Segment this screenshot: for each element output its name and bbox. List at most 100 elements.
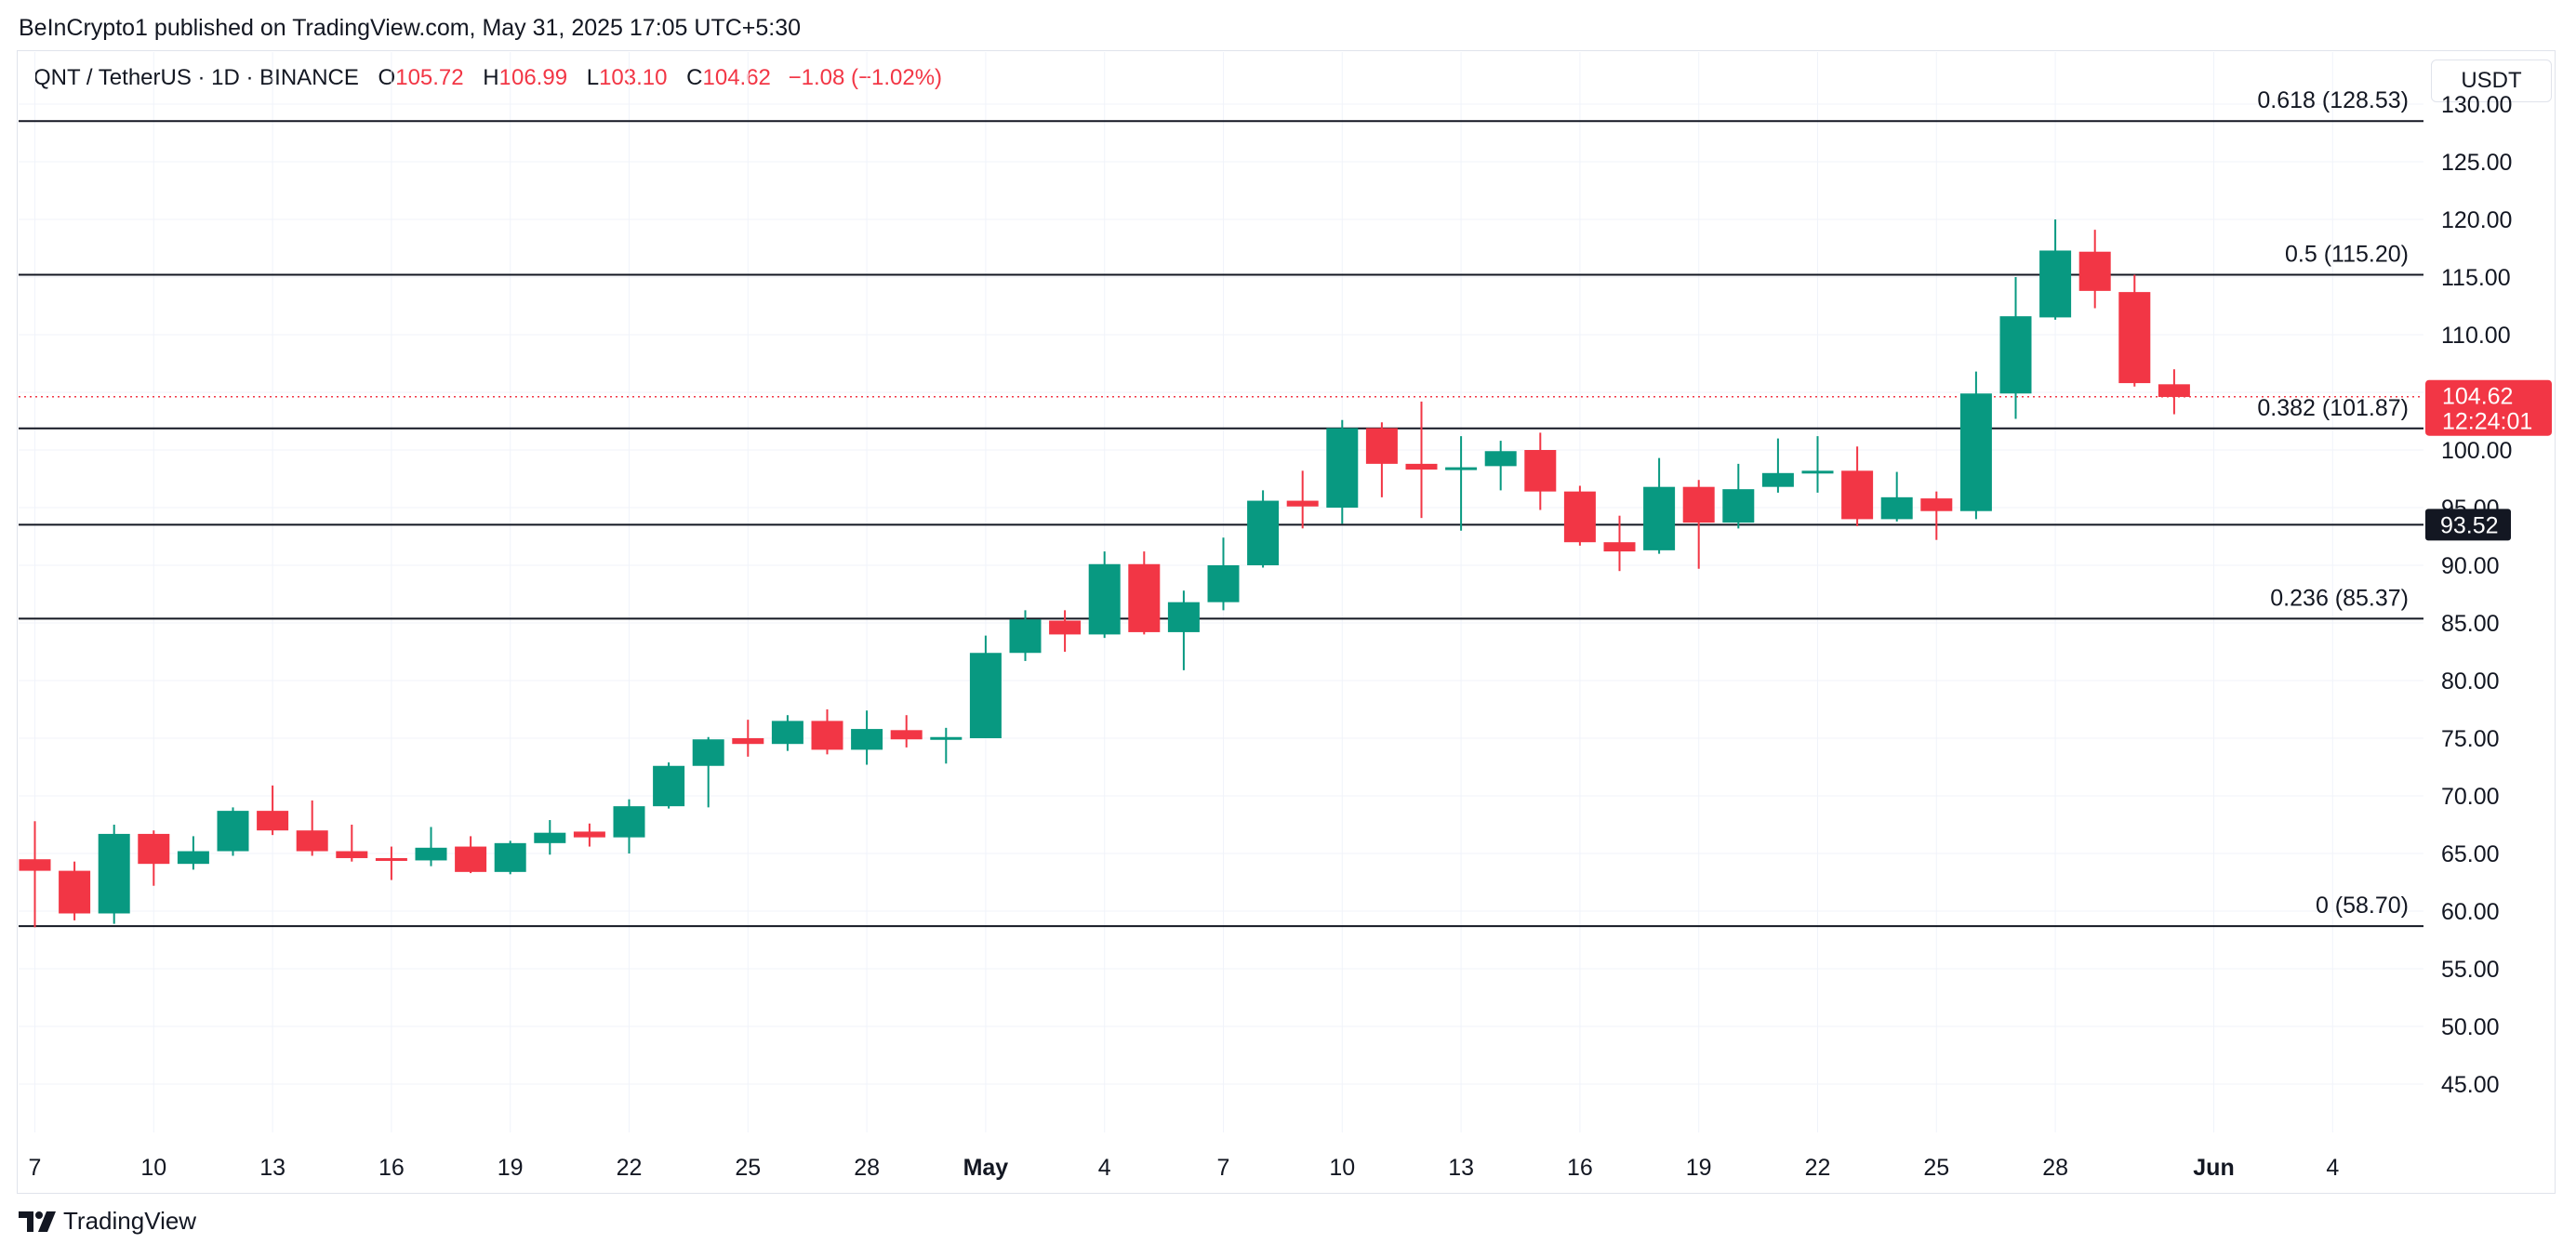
price-tick-label: 75.00 bbox=[2441, 726, 2500, 752]
candle-body bbox=[1207, 565, 1240, 602]
candle-body bbox=[1247, 500, 1280, 565]
time-tick-label: 10 bbox=[1329, 1155, 1355, 1181]
time-tick-label: 19 bbox=[1686, 1155, 1712, 1181]
candle-body bbox=[1841, 470, 1874, 520]
candle-body bbox=[1484, 451, 1517, 467]
time-axis[interactable]: 7 10 13 16 19 22 25 28 May 4 7 10 13 16 19 22 25 28 Jun 4 bbox=[29, 1155, 2340, 1181]
price-tick-label: 45.00 bbox=[2441, 1072, 2500, 1098]
candle-body bbox=[2158, 384, 2190, 397]
fib-level-label: 0 (58.70) bbox=[2316, 893, 2409, 919]
candle-body bbox=[1088, 563, 1121, 635]
candle-body bbox=[1920, 498, 1953, 511]
candle-body bbox=[494, 842, 526, 872]
candle-body bbox=[732, 738, 764, 745]
fib-level-label: 0.5 (115.20) bbox=[2285, 242, 2409, 268]
candle-body bbox=[1326, 428, 1359, 508]
time-tick-label: 16 bbox=[1567, 1155, 1593, 1181]
candle-body bbox=[1603, 542, 1636, 552]
price-tick-label: 115.00 bbox=[2441, 265, 2511, 291]
tradingview-logo-text: TradingView bbox=[63, 1207, 197, 1235]
last-price-label: 104.62 bbox=[2442, 384, 2513, 410]
support-price-badge bbox=[2425, 509, 2511, 541]
candle-body bbox=[2118, 292, 2151, 384]
time-tick-label: 22 bbox=[1805, 1155, 1831, 1181]
candle-body bbox=[1049, 620, 1082, 635]
time-tick-label: 4 bbox=[2326, 1155, 2339, 1181]
price-tick-label: 65.00 bbox=[2441, 841, 2500, 867]
candle-body bbox=[217, 811, 249, 852]
time-tick-label: 7 bbox=[29, 1155, 42, 1181]
attribution-text: BeInCrypto1 published on TradingView.com… bbox=[19, 15, 802, 41]
price-tick-label: 100.00 bbox=[2441, 438, 2512, 464]
candle-body bbox=[1682, 486, 1715, 523]
price-tick-label: 70.00 bbox=[2441, 784, 2500, 810]
time-tick-label: May bbox=[963, 1155, 1009, 1181]
candle-body bbox=[573, 831, 605, 838]
price-tick-label: 80.00 bbox=[2441, 668, 2500, 695]
candle-body bbox=[811, 721, 843, 750]
time-tick-label: 28 bbox=[854, 1155, 880, 1181]
candle-body bbox=[771, 721, 803, 745]
symbol-title[interactable]: QNT / TetherUS · 1D · BINANCE bbox=[33, 65, 359, 90]
change-value: −1.08 (−1.02%) bbox=[788, 65, 943, 90]
low-value: 103.10 bbox=[599, 65, 668, 90]
candle-body bbox=[653, 765, 685, 807]
candle-body bbox=[851, 729, 883, 750]
currency-button[interactable]: USDT bbox=[2431, 60, 2552, 102]
countdown-label: 12:24:01 bbox=[2442, 409, 2532, 435]
time-tick-label: 19 bbox=[498, 1155, 524, 1181]
candle-body bbox=[375, 857, 407, 861]
candle-body bbox=[257, 811, 289, 831]
price-tick-label: 110.00 bbox=[2441, 323, 2511, 349]
candle-body bbox=[1801, 470, 1834, 474]
candle-body bbox=[1286, 500, 1319, 507]
last-price-badge bbox=[2425, 379, 2552, 436]
candle-body bbox=[1959, 393, 1992, 511]
candles bbox=[19, 219, 2190, 928]
price-tick-label: 120.00 bbox=[2441, 207, 2512, 233]
candle-body bbox=[534, 832, 566, 843]
candle-body bbox=[613, 806, 645, 838]
candle-body bbox=[415, 847, 447, 861]
candle-body bbox=[1563, 491, 1596, 543]
chart-frame bbox=[17, 50, 2556, 1194]
time-tick-label: 13 bbox=[1448, 1155, 1474, 1181]
tradingview-logo-icon bbox=[19, 1211, 56, 1232]
time-tick-label: 4 bbox=[1098, 1155, 1111, 1181]
fibonacci-levels: 0.618 (128.53) 0.5 (115.20) 0.382 (101.87)… bbox=[19, 87, 2423, 928]
candle-body bbox=[138, 833, 170, 865]
candle-body bbox=[19, 859, 51, 871]
candle-body bbox=[1365, 428, 1398, 464]
time-tick-label: 7 bbox=[1217, 1155, 1230, 1181]
price-tick-label: 90.00 bbox=[2441, 553, 2500, 579]
low-label: L bbox=[586, 65, 600, 90]
price-tick-label: 130.00 bbox=[2441, 92, 2512, 118]
candle-body bbox=[1524, 450, 1557, 492]
candle-body bbox=[1643, 486, 1676, 550]
price-axis[interactable]: 45.00 50.00 55.00 60.00 65.00 70.00 75.00 80.00… bbox=[2441, 92, 2512, 1098]
tradingview-logo[interactable]: TradingView bbox=[19, 1207, 196, 1236]
open-value: 105.72 bbox=[395, 65, 464, 90]
candle-body bbox=[2078, 251, 2111, 291]
high-label: H bbox=[483, 65, 499, 90]
time-tick-label: 28 bbox=[2042, 1155, 2068, 1181]
fib-level-label: 0.382 (101.87) bbox=[2257, 395, 2409, 421]
grid-lines bbox=[19, 52, 2423, 1132]
candle-body bbox=[1722, 489, 1755, 523]
close-label: C bbox=[686, 65, 703, 90]
candle-body bbox=[1128, 563, 1161, 632]
time-tick-label: 10 bbox=[140, 1155, 166, 1181]
candle-body bbox=[1167, 602, 1200, 632]
price-tick-label: 85.00 bbox=[2441, 611, 2500, 637]
price-tick-label: 50.00 bbox=[2441, 1014, 2500, 1040]
fib-level-label: 0.618 (128.53) bbox=[2257, 87, 2409, 113]
time-tick-label: 25 bbox=[735, 1155, 761, 1181]
candle-body bbox=[930, 736, 963, 740]
candle-body bbox=[2039, 250, 2072, 318]
time-tick-label: 16 bbox=[378, 1155, 405, 1181]
price-tick-label: 60.00 bbox=[2441, 899, 2500, 925]
candle-body bbox=[1999, 316, 2032, 394]
candle-body bbox=[1761, 472, 1794, 487]
